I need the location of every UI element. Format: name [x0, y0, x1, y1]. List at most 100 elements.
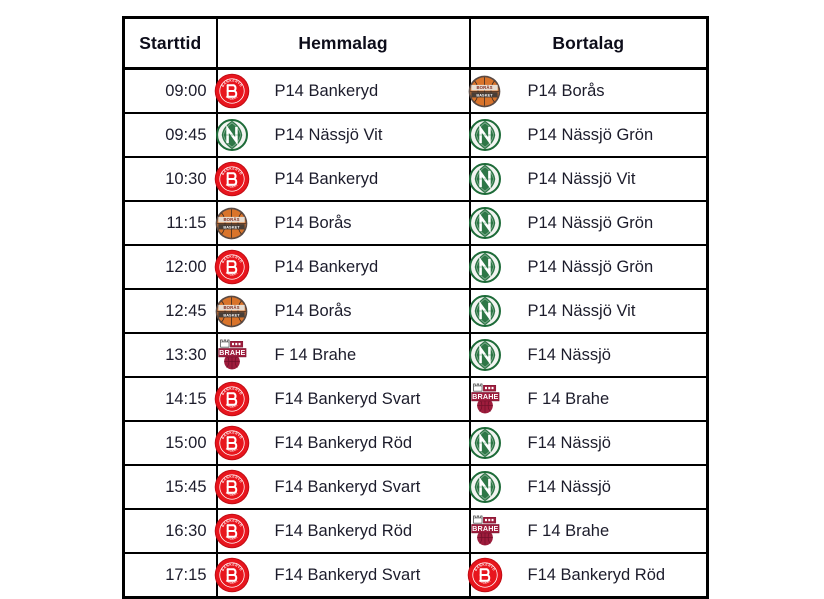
- home-team-cell: BANKERYD BASKET F14 Bankeryd Svart: [214, 553, 471, 598]
- away-team-logo-slot: BANKERYD BASKET: [467, 554, 503, 596]
- bankeryd-logo: BANKERYD BASKET: [214, 73, 249, 109]
- schedule-table-container: Starttid Hemmalag Bortalag 09:00 BANKERY…: [122, 16, 709, 599]
- home-team-name: P14 Bankeryd: [274, 169, 379, 188]
- svg-text:BORÅS: BORÅS: [223, 217, 239, 222]
- home-team-name: P14 Bankeryd: [274, 257, 379, 276]
- match-start-time: 09:00: [123, 68, 218, 114]
- nassjo-logo: [468, 339, 501, 371]
- nassjo-logo: [468, 119, 501, 151]
- svg-text:BASKET: BASKET: [478, 579, 492, 585]
- match-start-time: 16:30: [123, 509, 218, 554]
- home-team-logo-slot: BRAHE: [214, 334, 250, 376]
- away-team-logo-slot: [467, 422, 503, 464]
- home-team-logo-slot: BANKERYD BASKET: [214, 246, 250, 288]
- bankeryd-logo: BANKERYD BASKET: [214, 425, 249, 461]
- away-team-name: P14 Nässjö Grön: [527, 125, 654, 144]
- home-team-cell: BANKERYD BASKET F14 Bankeryd Röd: [214, 509, 471, 554]
- away-team-name: P14 Nässjö Vit: [527, 169, 636, 188]
- home-team-cell: P14 Nässjö Vit: [215, 113, 471, 158]
- table-body: 09:00 BANKERYD BASKET P14 Bankeryd BORÅS…: [123, 68, 708, 598]
- home-team-logo-slot: BANKERYD BASKET: [214, 70, 250, 112]
- away-team-cell: BANKERYD BASKET F14 Bankeryd Röd: [467, 553, 708, 598]
- match-schedule-table: Starttid Hemmalag Bortalag 09:00 BANKERY…: [122, 16, 709, 599]
- bankeryd-logo: BANKERYD BASKET: [214, 557, 249, 593]
- home-team-logo-slot: BANKERYD BASKET: [214, 378, 250, 420]
- column-header-hemmalag: Hemmalag: [216, 17, 471, 70]
- away-team-cell: P14 Nässjö Vit: [467, 289, 708, 334]
- away-team-name: P14 Nässjö Vit: [527, 301, 636, 320]
- bankeryd-logo: BANKERYD BASKET: [467, 557, 502, 593]
- away-team-logo-slot: [467, 246, 503, 288]
- nassjo-logo: [468, 207, 501, 239]
- away-team-logo-slot: BORÅS BASKET: [467, 70, 503, 112]
- column-header-bortalag: Bortalag: [469, 17, 708, 70]
- boras-logo: BORÅS BASKET: [215, 207, 248, 239]
- brahe-banner: BRAHE: [470, 392, 499, 402]
- match-start-time: 09:45: [123, 113, 218, 158]
- bankeryd-logo: BANKERYD BASKET: [214, 513, 249, 549]
- header-row: Starttid Hemmalag Bortalag: [123, 17, 708, 70]
- svg-text:BORÅS: BORÅS: [223, 305, 239, 310]
- brahe-banner: BRAHE: [217, 348, 246, 358]
- home-team-name: P14 Borås: [274, 213, 352, 232]
- table-row: 12:45 BORÅS BASKET P14 Borås P14 Nässjö …: [123, 289, 708, 334]
- away-team-name: F14 Nässjö: [527, 433, 611, 452]
- home-team-logo-slot: BANKERYD BASKET: [214, 466, 250, 508]
- home-team-logo-slot: BANKERYD BASKET: [214, 510, 250, 552]
- away-team-name: P14 Nässjö Grön: [527, 257, 654, 276]
- away-team-logo-slot: [467, 158, 503, 200]
- away-team-cell: BRAHE F 14 Brahe: [467, 377, 708, 422]
- away-team-name: P14 Borås: [527, 81, 605, 100]
- svg-text:BASKET: BASKET: [476, 93, 493, 97]
- table-row: 17:15 BANKERYD BASKET F14 Bankeryd Svart…: [123, 553, 708, 598]
- brahe-logo: BRAHE: [470, 515, 499, 546]
- away-team-name: F14 Nässjö: [527, 345, 611, 364]
- home-team-cell: BANKERYD BASKET P14 Bankeryd: [214, 245, 471, 290]
- match-start-time: 12:00: [123, 245, 218, 290]
- home-team-cell: BANKERYD BASKET F14 Bankeryd Röd: [214, 421, 471, 466]
- table-row: 09:00 BANKERYD BASKET P14 Bankeryd BORÅS…: [123, 68, 708, 114]
- away-team-cell: P14 Nässjö Grön: [467, 113, 708, 158]
- nassjo-logo: [468, 471, 501, 503]
- home-team-logo-slot: BANKERYD BASKET: [214, 554, 250, 596]
- svg-text:BRAHE: BRAHE: [472, 524, 498, 533]
- away-team-logo-slot: [467, 114, 503, 156]
- away-team-name: P14 Nässjö Grön: [527, 213, 654, 232]
- away-team-logo-slot: BRAHE: [467, 378, 503, 420]
- home-team-cell: BORÅS BASKET P14 Borås: [215, 201, 471, 246]
- home-team-cell: BANKERYD BASKET P14 Bankeryd: [214, 68, 471, 114]
- match-start-time: 11:15: [123, 201, 218, 246]
- table-header: Starttid Hemmalag Bortalag: [123, 17, 708, 70]
- table-row: 15:45 BANKERYD BASKET F14 Bankeryd Svart…: [123, 465, 708, 510]
- away-team-cell: F14 Nässjö: [467, 333, 708, 378]
- home-team-name: P14 Bankeryd: [274, 81, 379, 100]
- away-team-cell: BORÅS BASKET P14 Borås: [467, 68, 708, 114]
- svg-text:BASKET: BASKET: [223, 225, 240, 229]
- svg-text:BORÅS: BORÅS: [476, 85, 492, 90]
- home-team-name: P14 Borås: [274, 301, 352, 320]
- svg-text:BASKET: BASKET: [225, 271, 239, 277]
- away-team-logo-slot: [467, 290, 503, 332]
- away-team-logo-slot: [467, 334, 503, 376]
- away-team-cell: F14 Nässjö: [468, 465, 708, 510]
- svg-text:BASKET: BASKET: [223, 313, 240, 317]
- home-team-name: F14 Bankeryd Svart: [274, 565, 421, 584]
- brahe-castle: [472, 383, 496, 392]
- nassjo-logo: [468, 251, 501, 283]
- match-start-time: 15:45: [123, 465, 218, 510]
- bankeryd-logo: BANKERYD BASKET: [214, 161, 249, 197]
- svg-text:BASKET: BASKET: [225, 183, 239, 189]
- nassjo-logo: [468, 295, 501, 327]
- home-team-name: F14 Bankeryd Röd: [274, 521, 413, 540]
- svg-text:BRAHE: BRAHE: [472, 392, 498, 401]
- away-team-cell: P14 Nässjö Grön: [468, 201, 708, 246]
- home-team-cell: BANKERYD BASKET F14 Bankeryd Svart: [214, 465, 471, 510]
- home-team-logo-slot: BANKERYD BASKET: [214, 158, 250, 200]
- brahe-castle: [472, 515, 496, 524]
- away-team-name: F 14 Brahe: [527, 521, 610, 540]
- table-row: 10:30 BANKERYD BASKET P14 Bankeryd P14 N…: [123, 157, 708, 202]
- table-row: 12:00 BANKERYD BASKET P14 Bankeryd P14 N…: [123, 245, 708, 290]
- brahe-banner: BRAHE: [470, 524, 499, 534]
- table-row: 13:30 BRAHE F 14 Brahe: [123, 333, 708, 378]
